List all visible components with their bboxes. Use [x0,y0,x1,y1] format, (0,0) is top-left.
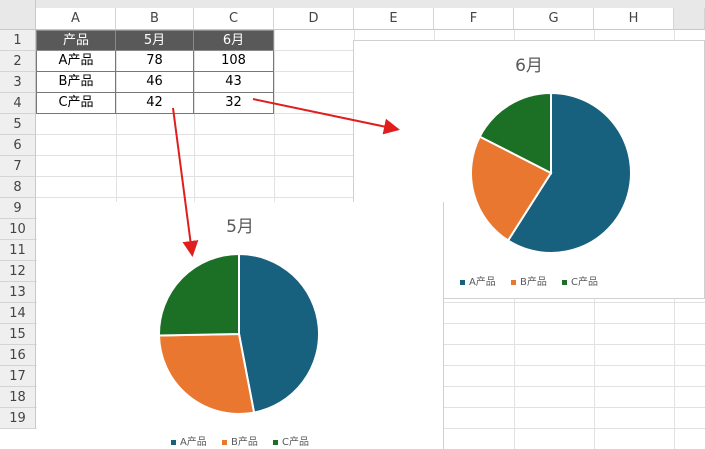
legend-item-c: C产品 [273,433,309,448]
table-cell-a3[interactable]: B产品 [36,72,116,93]
table-cell-a2[interactable]: A产品 [36,51,116,72]
pie-slice-c[interactable] [478,91,552,175]
legend-swatch [510,279,516,285]
legend-label: C产品 [571,277,599,288]
column-header-c[interactable]: C [194,8,274,30]
table-header-june[interactable]: 6月 [194,30,274,51]
row-header-15[interactable]: 15 [0,324,36,345]
row-header-12[interactable]: 12 [0,261,36,282]
column-header-f[interactable]: F [434,8,514,30]
table-cell-c4[interactable]: 32 [194,93,274,114]
table-cell-b3[interactable]: 46 [116,72,194,93]
row-header-8[interactable]: 8 [0,177,36,198]
legend-label: A产品 [468,277,496,288]
column-header-g[interactable]: G [514,8,594,30]
legend-swatch [273,439,279,445]
pie-slice-c[interactable] [158,252,240,337]
legend-item-c: C产品 [562,273,598,288]
table-cell-b4[interactable]: 42 [116,93,194,114]
row-header-7[interactable]: 7 [0,156,36,177]
row-header-18[interactable]: 18 [0,387,36,408]
row-header-1[interactable]: 1 [0,30,36,51]
legend-swatch [221,439,227,445]
pie-slice-a[interactable] [506,91,632,254]
pie-slice-b[interactable] [157,332,256,415]
table-header-may[interactable]: 5月 [116,30,194,51]
row-header-2[interactable]: 2 [0,51,36,72]
table-cell-c2[interactable]: 108 [194,51,274,72]
row-header-6[interactable]: 6 [0,135,36,156]
row-header-19[interactable]: 19 [0,408,36,429]
chart-legend: A产品 B产品 C产品 [37,433,443,448]
pie-chart-may[interactable] [157,252,321,416]
select-all-corner[interactable] [0,0,36,30]
column-header-h[interactable]: H [594,8,674,30]
legend-item-a: A产品 [170,433,207,448]
column-header-d[interactable]: D [274,8,354,30]
column-header-a[interactable]: A [36,8,116,30]
row-header-16[interactable]: 16 [0,345,36,366]
legend-label: C产品 [282,437,310,448]
chart-may[interactable]: 5月 A产品 B产品 C产品 [37,202,444,449]
column-header-b[interactable]: B [116,8,194,30]
row-header-14[interactable]: 14 [0,303,36,324]
table-cell-a4[interactable]: C产品 [36,93,116,114]
chart-title: 5月 [226,217,254,237]
column-header-strip [36,0,705,8]
row-header-3[interactable]: 3 [0,72,36,93]
row-header-4[interactable]: 4 [0,93,36,114]
legend-swatch [459,279,465,285]
column-header-bar: A B C D E F G H [0,0,705,30]
legend-label: B产品 [519,277,547,288]
table-header-product[interactable]: 产品 [36,30,116,51]
row-header-11[interactable]: 11 [0,240,36,261]
table-cell-b2[interactable]: 78 [116,51,194,72]
legend-item-b: B产品 [510,273,547,288]
legend-label: A产品 [179,437,207,448]
chart-legend: A产品 B产品 C产品 [354,273,704,288]
column-header-i[interactable] [674,8,705,30]
legend-item-a: A产品 [459,273,496,288]
column-header-e[interactable]: E [354,8,434,30]
row-header-9[interactable]: 9 [0,198,36,219]
chart-title: 6月 [515,56,543,76]
legend-swatch [562,279,568,285]
row-header-10[interactable]: 10 [0,219,36,240]
legend-label: B产品 [230,437,258,448]
pie-chart-june[interactable] [469,91,633,255]
pie-slice-a[interactable] [238,252,321,414]
pie-slice-b[interactable] [470,135,553,242]
row-header-5[interactable]: 5 [0,114,36,135]
row-header-17[interactable]: 17 [0,366,36,387]
row-header-13[interactable]: 13 [0,282,36,303]
legend-swatch [170,439,176,445]
legend-item-b: B产品 [221,433,258,448]
table-cell-c3[interactable]: 43 [194,72,274,93]
